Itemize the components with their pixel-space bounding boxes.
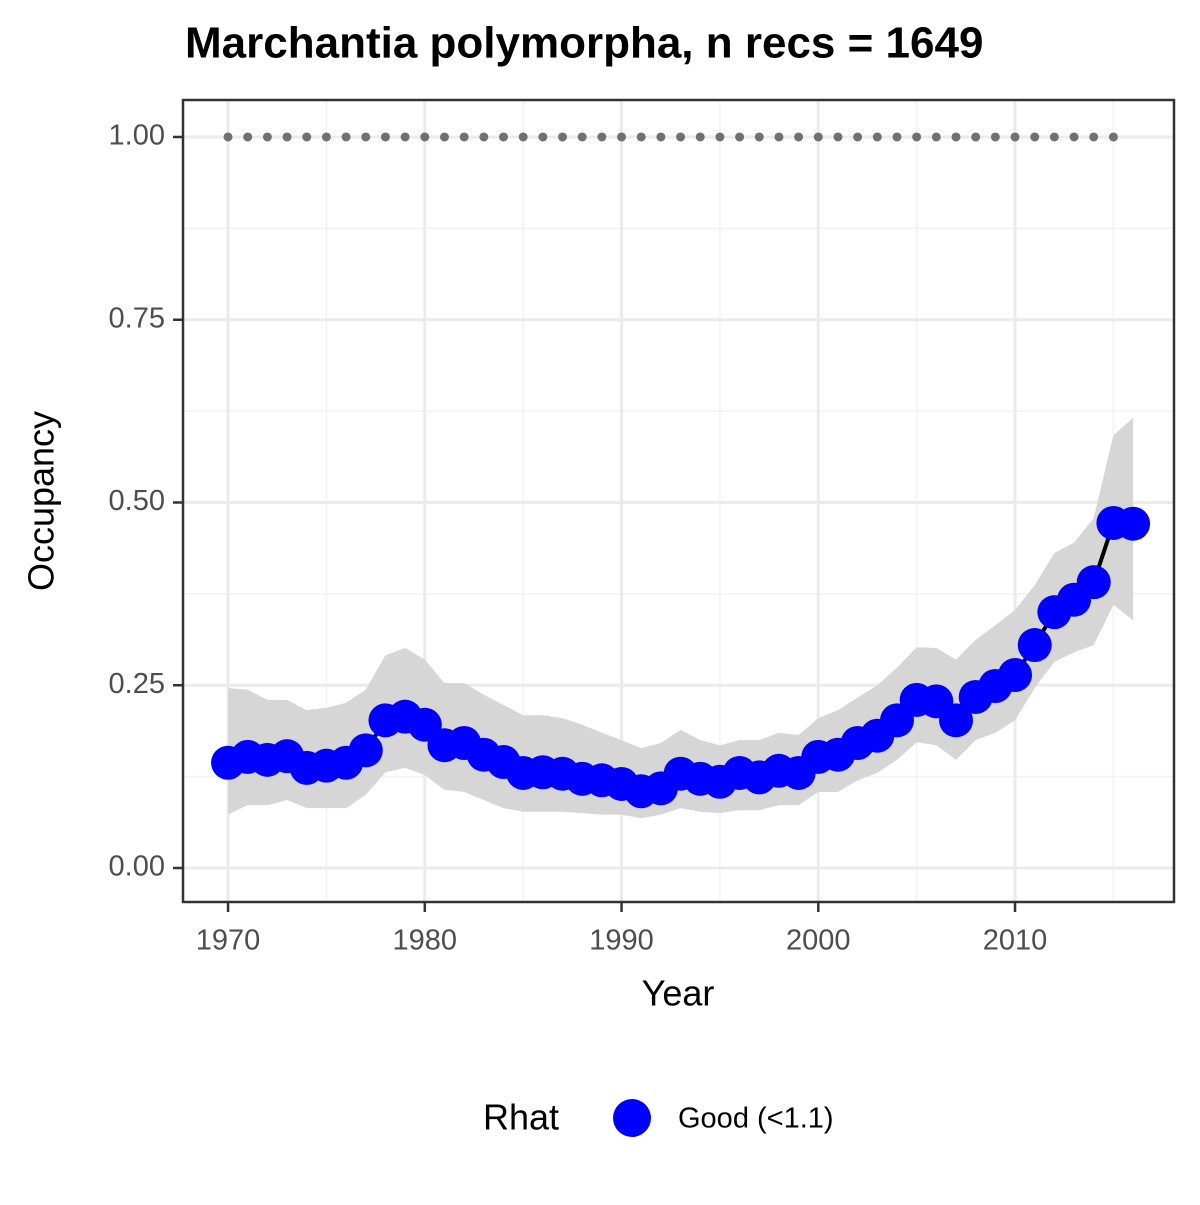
reference-point [302,132,312,142]
point [1017,628,1052,663]
reference-point [420,132,430,142]
point [939,703,974,738]
x-tick-label: 2000 [786,925,851,957]
reference-point [636,132,646,142]
panel-border [181,98,1176,904]
x-tick-label: 1980 [393,925,458,957]
reference-point [1049,132,1059,142]
reference-point [439,132,449,142]
reference-point [617,132,627,142]
reference-point [1010,132,1020,142]
reference-point [1108,132,1118,142]
y-tick-label: 0.75 [109,302,165,334]
chart-title: Marchantia polymorpha, n recs = 1649 [185,19,983,68]
reference-point [1089,132,1099,142]
reference-point [262,132,272,142]
legend-marker [613,1099,651,1137]
y-tick-label: 0.50 [109,485,165,517]
reference-point [498,132,508,142]
reference-point [518,132,528,142]
point [1076,565,1111,600]
point [1116,506,1151,541]
reference-point [813,132,823,142]
y-tick-label: 0.00 [109,851,165,883]
legend-title: Rhat [483,1097,559,1138]
reference-point [243,132,253,142]
x-tick-label: 1990 [589,925,654,957]
reference-point [872,132,882,142]
reference-point [794,132,804,142]
reference-point [282,132,292,142]
reference-point [695,132,705,142]
y-axis-title: Occupancy [21,411,62,591]
reference-point [774,132,784,142]
reference-point [400,132,410,142]
reference-point [341,132,351,142]
x-tick-label: 1970 [196,925,261,957]
reference-point [1069,132,1079,142]
reference-point [459,132,469,142]
reference-point [538,132,548,142]
reference-point [676,132,686,142]
reference-point [990,132,1000,142]
y-tick-label: 1.00 [109,120,165,152]
reference-point [971,132,981,142]
point [348,733,383,768]
reference-point [754,132,764,142]
reference-point [735,132,745,142]
reference-point [853,132,863,142]
reference-point [223,132,233,142]
x-axis-title: Year [642,973,715,1014]
reference-point [912,132,922,142]
reference-point [597,132,607,142]
reference-point [558,132,568,142]
reference-point [833,132,843,142]
reference-point [715,132,725,142]
reference-point [892,132,902,142]
reference-point [361,132,371,142]
reference-point [1030,132,1040,142]
reference-point [380,132,390,142]
reference-point [321,132,331,142]
reference-point [656,132,666,142]
reference-point [577,132,587,142]
y-tick-label: 0.25 [109,668,165,700]
reference-point [931,132,941,142]
reference-point [951,132,961,142]
reference-point [479,132,489,142]
point [998,658,1033,693]
legend-label: Good (<1.1) [678,1103,834,1135]
x-tick-label: 2010 [983,925,1048,957]
